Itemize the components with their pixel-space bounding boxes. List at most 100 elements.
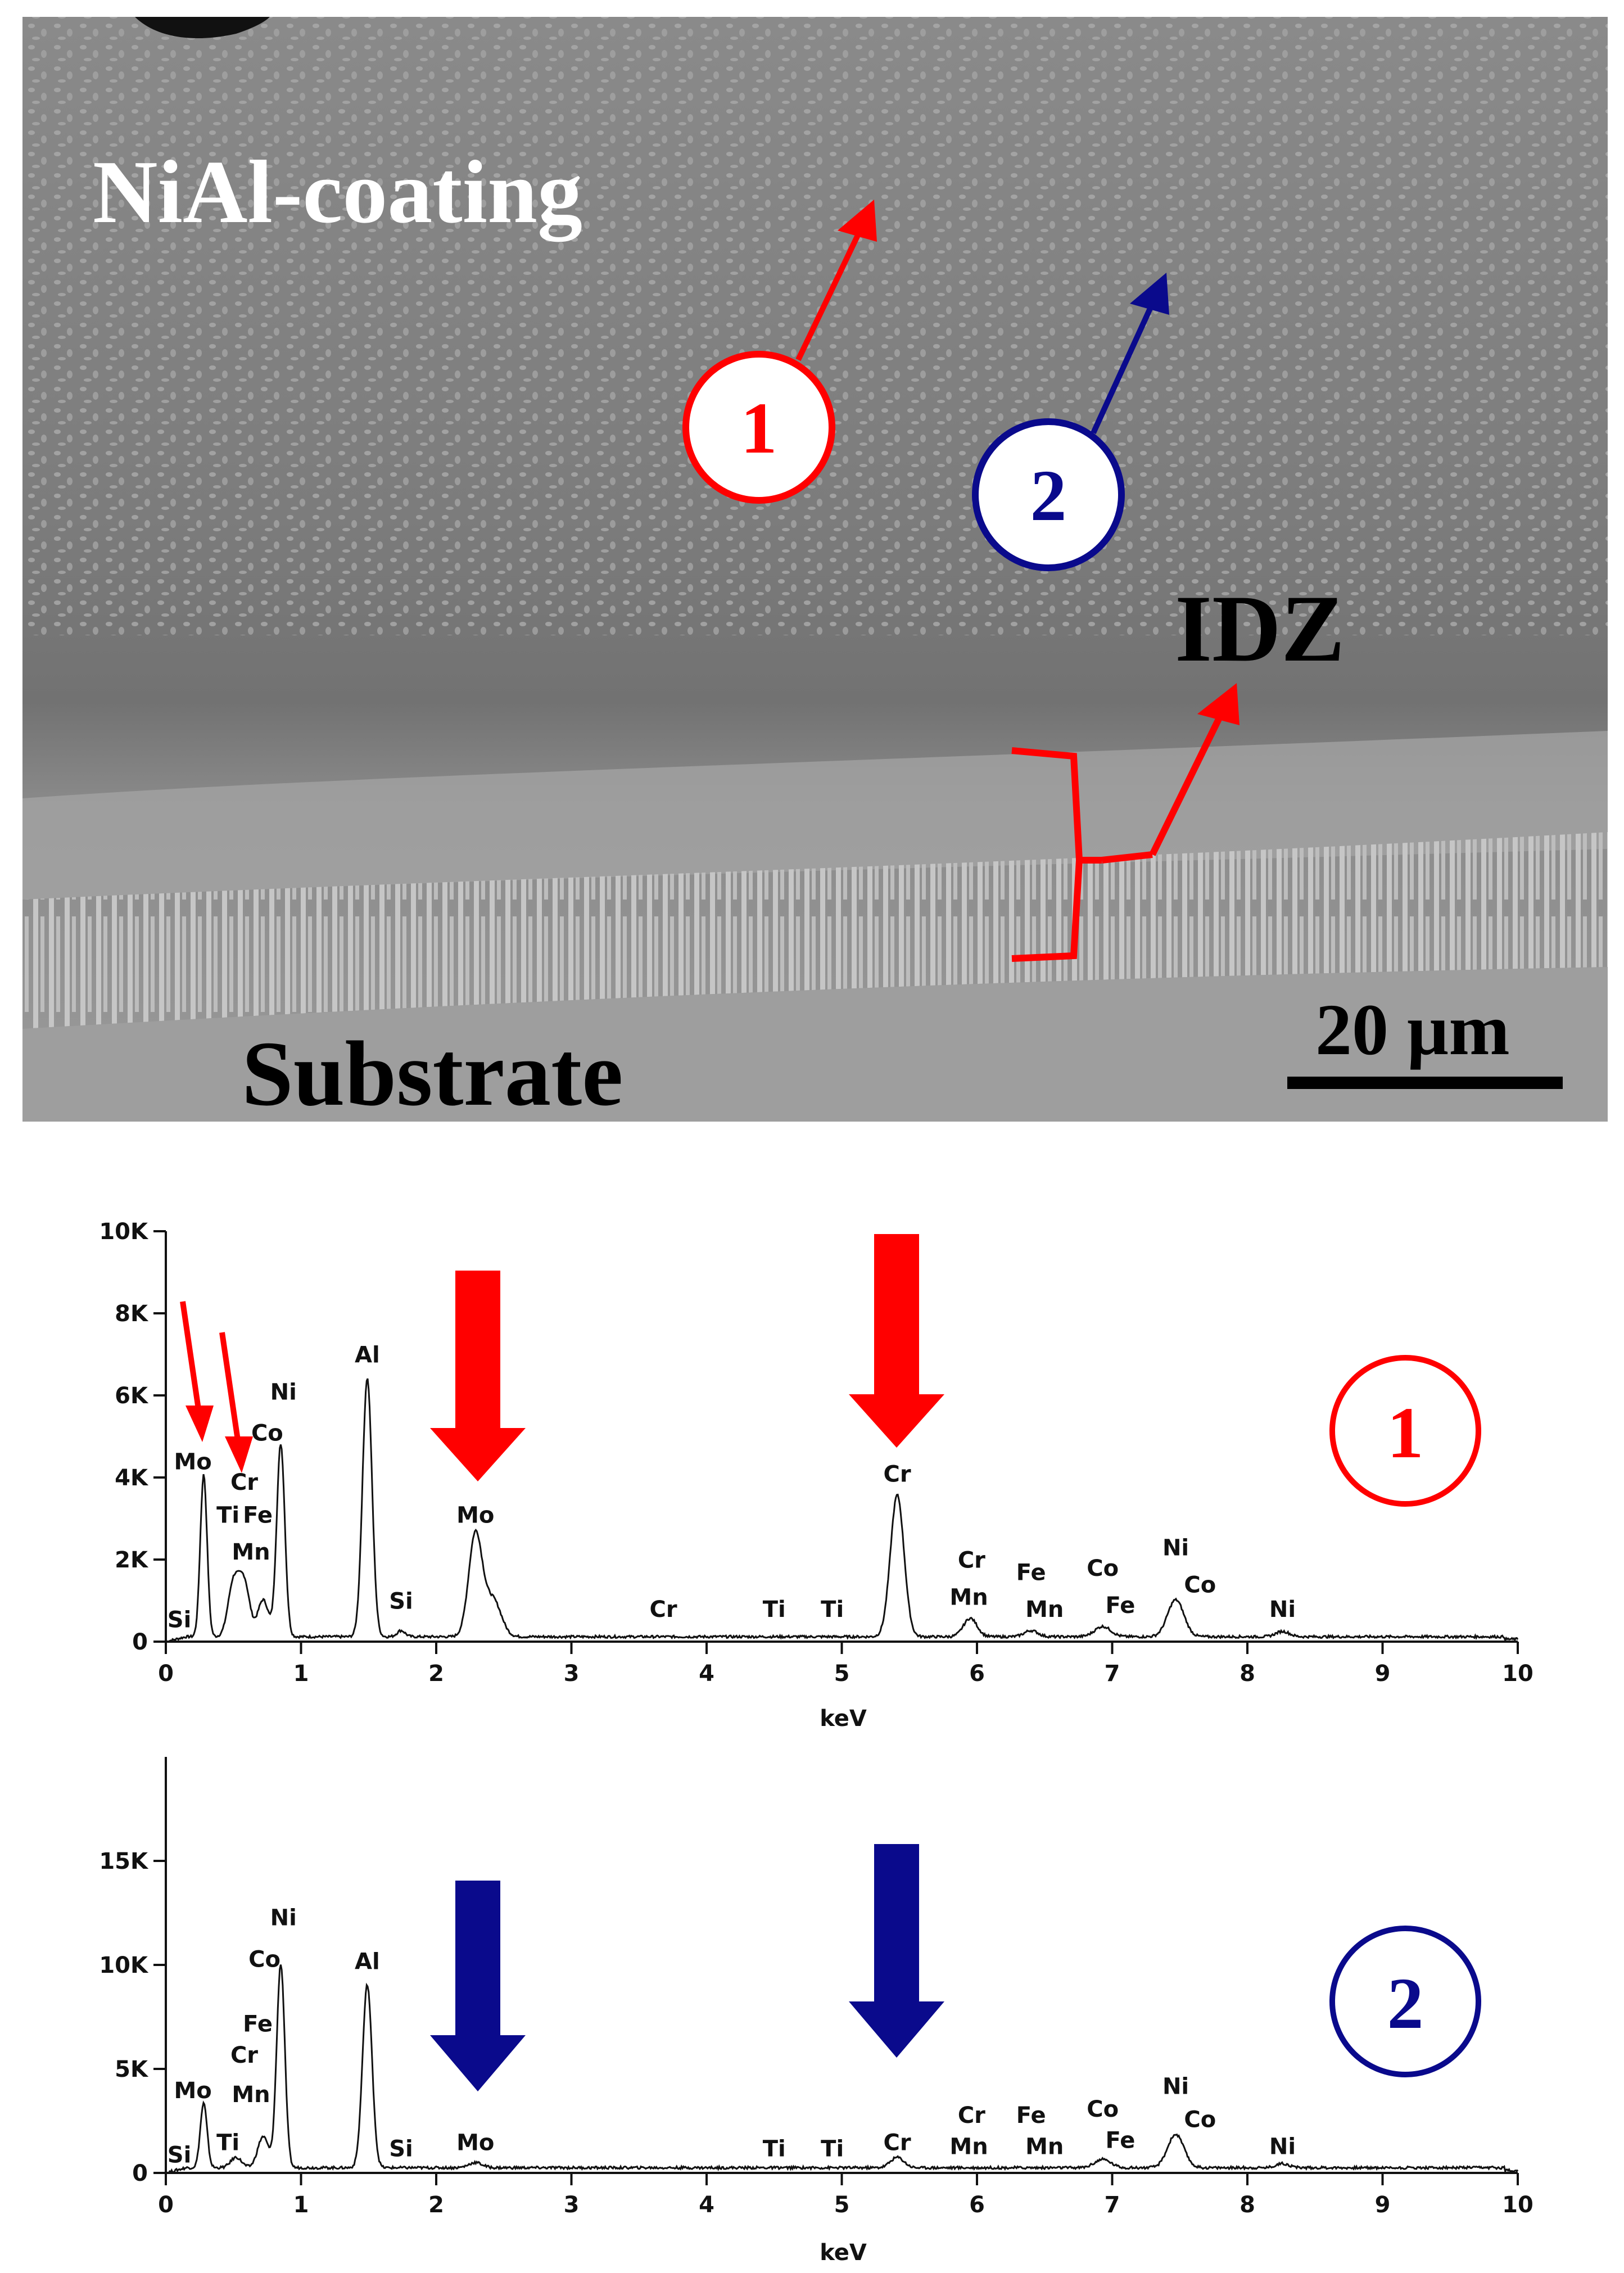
- spectrum-1-marker-number: 1: [1387, 1393, 1424, 1474]
- element-label: Fe: [1016, 2103, 1046, 2129]
- marker-1-circle: [682, 351, 835, 504]
- spectrum-2-plot: [165, 1964, 1519, 2175]
- element-label: Fe: [243, 1502, 273, 1528]
- x-tick-label: 3: [564, 1661, 580, 1687]
- spectrum-2-marker-circle: [1329, 1926, 1481, 2077]
- y-tick-label: 15K: [99, 1849, 149, 1874]
- element-label: Mn: [949, 2134, 988, 2160]
- element-label: Fe: [1106, 2128, 1136, 2154]
- y-tick-label: 0: [132, 2161, 148, 2186]
- spectrum-1-small-arrow-cr-shaft: [219, 1332, 242, 1448]
- spectrum-2-axes: 0 1 2 3 4 5 6 7 8 9 10 0 5K 10K 15K: [99, 1757, 1533, 2218]
- x-tick-label: 1: [293, 1661, 309, 1687]
- element-label: Cr: [230, 2042, 258, 2068]
- marker-2-arrow-shaft: [1091, 302, 1155, 435]
- y-tick-label: 4K: [115, 1465, 149, 1491]
- scale-bar: [1287, 1077, 1563, 1089]
- x-tick-label: 2: [428, 1661, 444, 1687]
- y-tick-label: 2K: [115, 1547, 149, 1573]
- marker-1-number: 1: [741, 388, 777, 469]
- element-label: Mn: [1025, 1597, 1064, 1623]
- spectrum-1-marker-circle: [1329, 1355, 1481, 1507]
- x-tick-label: 7: [1105, 2192, 1120, 2218]
- element-label: Cr: [649, 1597, 677, 1623]
- y-tick-label: 5K: [115, 2057, 149, 2082]
- idz-arrow-shaft: [1149, 715, 1223, 856]
- element-label: Si: [389, 2136, 413, 2162]
- idz-bracket: [1011, 683, 1240, 962]
- element-label: Co: [1087, 1556, 1119, 1581]
- element-label: Al: [355, 1949, 380, 1974]
- eds-spectrum-2: 0 1 2 3 4 5 6 7 8 9 10 0 5K 10K 15K Si Mo Ti Cr Mn Fe Co Ni Al…: [99, 1757, 1533, 2266]
- scale-bar-label: 20 µm: [1315, 989, 1510, 1070]
- element-label: Ti: [216, 2130, 239, 2155]
- element-label: Fe: [1106, 1593, 1136, 1619]
- x-tick-label: 8: [1240, 1661, 1255, 1687]
- x-tick-label: 8: [1240, 2192, 1255, 2218]
- element-label: Al: [355, 1343, 380, 1368]
- element-label: Cr: [958, 1548, 985, 1574]
- element-label: Si: [389, 1589, 413, 1615]
- element-label: Ti: [763, 2136, 786, 2162]
- x-tick-label: 5: [834, 1661, 850, 1687]
- marker-1-arrow-shaft: [795, 229, 863, 361]
- element-label: Ni: [1162, 2073, 1189, 2099]
- spectrum-1-xlabel: keV: [820, 1706, 867, 1732]
- element-label: Ti: [763, 1597, 786, 1623]
- spectrum-2-element-labels: Si Mo Ti Cr Mn Fe Co Ni Al Si Mo Ti Ti Cr Cr Mn Fe Mn Co Fe…: [168, 1905, 1296, 2168]
- element-label: Fe: [243, 2011, 273, 2037]
- element-label: Ni: [1269, 2134, 1296, 2160]
- element-label: Ni: [1269, 1597, 1296, 1623]
- element-label: Mo: [174, 2078, 211, 2104]
- spectrum-2-xlabel: keV: [820, 2240, 867, 2266]
- element-label: Co: [1184, 2107, 1216, 2133]
- element-label: Cr: [884, 2130, 911, 2155]
- spectrum-1-small-arrow-cr-head: [225, 1436, 253, 1473]
- spectrum-2-cr-arrow: [849, 1844, 944, 2058]
- element-label: Ti: [821, 1597, 844, 1623]
- idz-label: IDZ: [1175, 576, 1345, 681]
- spectrum-line: [165, 1378, 1519, 1643]
- y-tick-label: 10K: [99, 1953, 149, 1978]
- x-tick-label: 10: [1502, 2192, 1533, 2218]
- sem-micrograph: NiAl-coating IDZ Substrate 20 µm 1 2: [22, 17, 1608, 1125]
- y-tick-label: 8K: [115, 1301, 149, 1327]
- substrate-region: [22, 967, 1608, 1122]
- marker-1: 1: [682, 200, 877, 504]
- dark-spot: [135, 17, 270, 39]
- element-label: Si: [168, 1607, 192, 1633]
- element-label: Co: [251, 1420, 283, 1446]
- x-tick-label: 9: [1375, 2192, 1391, 2218]
- spectrum-2-mo-arrow: [430, 1881, 526, 2091]
- element-label: Co: [1087, 2096, 1119, 2122]
- spectrum-1-plot: [165, 1378, 1519, 1643]
- marker-2-circle: [972, 418, 1125, 571]
- y-tick-label: 10K: [99, 1219, 149, 1245]
- spectrum-1-mo-arrow: [430, 1271, 526, 1481]
- element-label: Cr: [884, 1461, 911, 1487]
- x-tick-label: 10: [1502, 1661, 1533, 1687]
- x-tick-label: 2: [428, 2192, 444, 2218]
- element-label: Co: [1184, 1572, 1216, 1598]
- x-tick-label: 9: [1375, 1661, 1391, 1687]
- x-tick-label: 0: [158, 1661, 174, 1687]
- spectrum-1-axes: 0 1 2 3 4 5 6 7 8 9 10 0 2K 4K 6K 8K 10K: [99, 1219, 1533, 1687]
- marker-2: 2: [972, 273, 1169, 571]
- element-label: Ti: [821, 2136, 844, 2162]
- element-label: Mo: [174, 1449, 211, 1475]
- y-tick-label: 0: [132, 1629, 148, 1655]
- spectrum-1-small-arrow-mo-shaft: [180, 1301, 202, 1417]
- x-tick-label: 1: [293, 2192, 309, 2218]
- element-label: Ni: [1162, 1535, 1189, 1561]
- x-tick-label: 4: [699, 1661, 714, 1687]
- element-label: Mn: [1025, 2134, 1064, 2160]
- spectrum-1-cr-arrow: [849, 1234, 944, 1448]
- x-tick-label: 0: [158, 2192, 174, 2218]
- element-label: Mn: [232, 1539, 270, 1565]
- element-label: Cr: [230, 1470, 258, 1495]
- spectrum-1-small-arrow-mo-head: [186, 1406, 214, 1442]
- x-tick-label: 3: [564, 2192, 580, 2218]
